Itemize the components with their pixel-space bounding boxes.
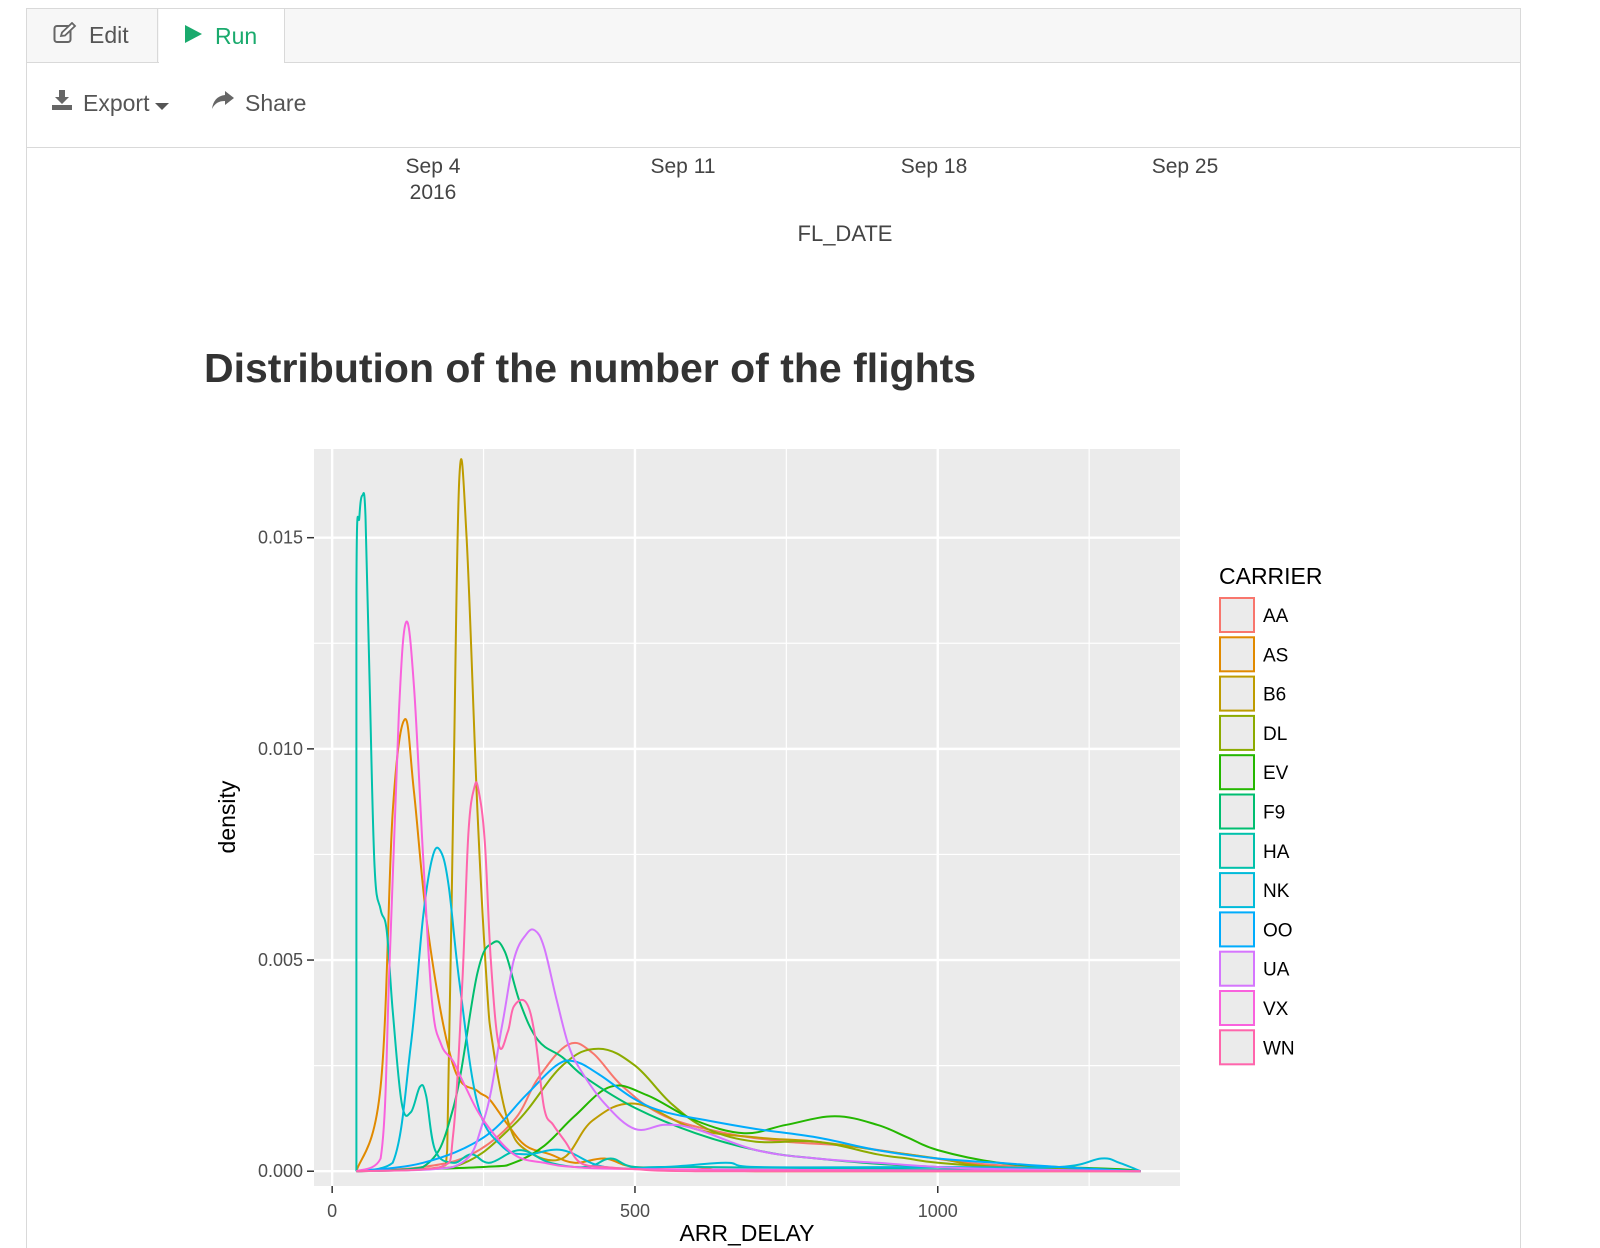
x-tick-label: 0 [327,1201,337,1221]
x-tick-label: 1000 [918,1201,958,1221]
date-tick-label: Sep 11 [651,155,716,178]
legend-label: HA [1263,842,1290,863]
x-axis-title: ARR_DELAY [679,1220,814,1246]
y-tick-label: 0.010 [258,739,303,759]
export-label: Export [83,89,150,116]
y-tick-label: 0.005 [258,950,303,970]
density-curve-nk [356,846,1141,1173]
y-tick-label: 0.015 [258,528,303,548]
density-curve-wn [356,781,1141,1173]
legend-key-b6 [1219,675,1255,712]
density-curve-dl [356,1047,1141,1173]
legend-label: B6 [1263,685,1286,706]
legend-key-bg [1219,990,1255,1026]
tab-run[interactable]: Run [159,9,285,63]
legend-key-bg [1219,1029,1255,1066]
date-tick-label: Sep 4 [406,155,461,178]
share-icon [211,89,245,117]
date-tick-label: Sep 25 [1152,155,1219,178]
play-icon [183,23,215,50]
legend-key-aa [1219,597,1255,633]
density-curve-vx [355,620,1141,1173]
legend-key-oo [1219,911,1255,948]
legend-key-wn [1219,1029,1255,1066]
top-date-axis: Sep 4 2016 Sep 11 Sep 18 Sep 25 FL_DATE [406,155,1219,246]
legend: AA AS B6 DL EV F9 HA NK OO UA VX WN [1219,597,1295,1066]
tab-edit-label: Edit [89,22,129,48]
top-axis-title: FL_DATE [798,221,893,246]
download-icon [51,89,83,117]
density-curve-oo [356,1059,1141,1173]
legend-label: AA [1263,606,1289,627]
legend-key-ua [1219,950,1255,987]
tab-run-label: Run [215,22,258,49]
legend-key-bg [1219,911,1255,948]
density-curves [355,458,1141,1173]
legend-key-bg [1219,754,1255,791]
legend-label: NK [1263,881,1290,902]
y-tick-label: 0.000 [258,1161,303,1181]
legend-key-bg [1219,636,1255,673]
legend-key-ha [1219,832,1255,869]
caret-down-icon [155,90,179,117]
plot-panel [314,449,1180,1186]
tab-bar: Edit Run [27,9,1520,63]
legend-key-dl [1219,714,1255,751]
legend-label: VX [1263,999,1289,1020]
legend-key-bg [1219,872,1255,909]
toolbar: Export Share [27,63,1520,148]
axes: 0 500 1000 0.000 0.005 0.010 0.015 [258,528,958,1221]
date-tick-label-year: 2016 [410,181,457,204]
legend-key-f9 [1219,793,1255,830]
legend-label: F9 [1263,803,1285,824]
legend-label: AS [1263,645,1288,666]
tab-edit[interactable]: Edit [27,9,158,62]
density-curve-ha [355,492,1141,1173]
x-tick-label: 500 [620,1201,650,1221]
density-curve-ua [356,928,1141,1173]
date-tick-label: Sep 18 [901,155,968,178]
legend-key-bg [1219,950,1255,987]
y-axis-title: density [214,780,240,853]
legend-key-bg [1219,832,1255,869]
legend-key-bg [1219,675,1255,712]
chart-title: Distribution of the number of the flight… [204,345,976,391]
edit-icon [53,21,89,50]
legend-key-bg [1219,714,1255,751]
legend-key-bg [1219,793,1255,830]
legend-key-bg [1219,597,1255,633]
legend-key-vx [1219,990,1255,1026]
legend-label: WN [1263,1038,1295,1059]
legend-label: OO [1263,920,1293,941]
share-label: Share [245,89,307,116]
legend-title: CARRIER [1219,563,1323,589]
legend-label: DL [1263,724,1287,745]
legend-label: UA [1263,960,1290,981]
share-button[interactable]: Share [211,89,306,117]
legend-key-nk [1219,872,1255,909]
export-button[interactable]: Export [51,89,179,117]
legend-key-as [1219,636,1255,673]
legend-key-ev [1219,754,1255,791]
legend-label: EV [1263,763,1289,784]
